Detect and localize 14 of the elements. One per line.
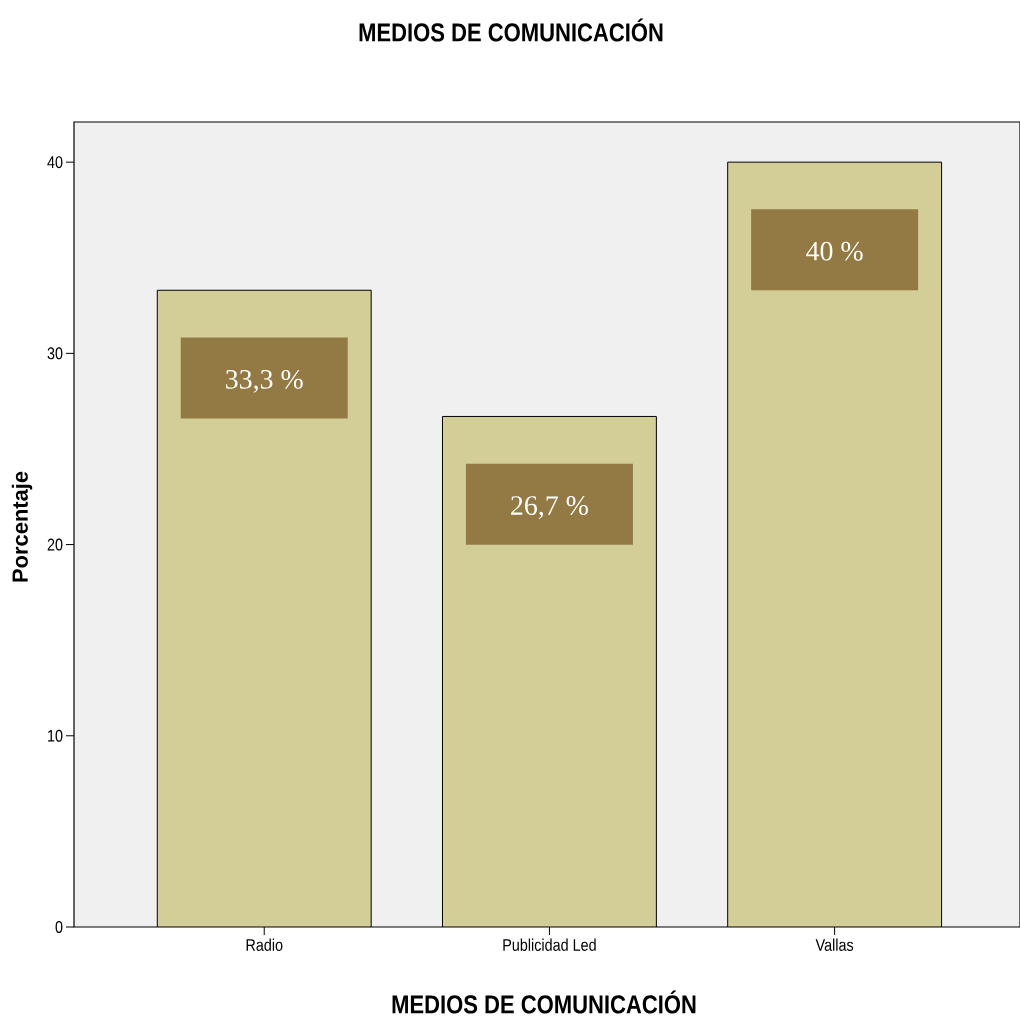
- x-tick-label: Radio: [246, 938, 283, 951]
- data-label: 26,7 %: [511, 496, 588, 519]
- y-tick-label: 20: [47, 538, 63, 551]
- chart-title: MEDIOS DE COMUNICACIÓN: [359, 18, 663, 42]
- y-tick-label: 40: [47, 156, 63, 169]
- y-tick-label: 0: [55, 921, 63, 933]
- y-axis-title: Porcentaje: [11, 471, 33, 582]
- y-tick-label: 10: [48, 729, 63, 742]
- data-label: 33,3 %: [226, 369, 303, 393]
- x-tick-label: Vallas: [815, 938, 854, 951]
- x-tick-label: Publicidad Led: [503, 938, 596, 951]
- data-label: 40 %: [806, 241, 863, 261]
- x-axis-title: MEDIOS DE COMUNICACIÓN: [392, 990, 696, 1014]
- y-tick-label: 30: [47, 347, 63, 360]
